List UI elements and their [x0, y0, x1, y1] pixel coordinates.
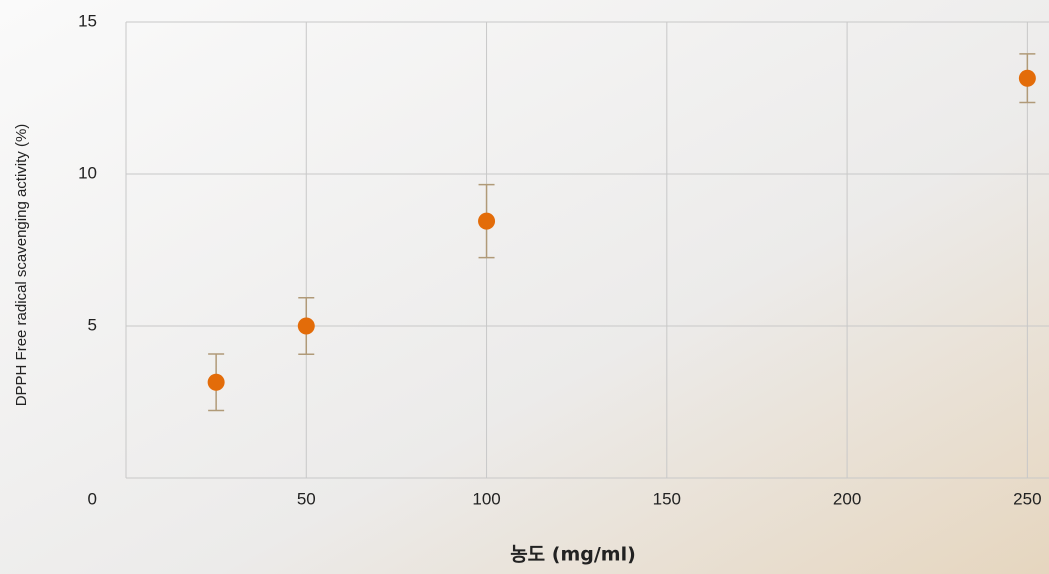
point [207, 373, 225, 391]
x-tick-label: 100 [472, 489, 500, 508]
x-tick-label: 150 [653, 489, 681, 508]
y-tick-label: 5 [88, 315, 97, 334]
y-tick-label: 15 [78, 11, 97, 30]
y-axis-label: DPPH Free radical scavenging activity (%… [13, 124, 30, 407]
x-axis-label: 농도 (mg/ml) [510, 544, 636, 566]
y-tick-label: 10 [78, 163, 97, 182]
point [1018, 69, 1036, 87]
x-tick-label: 50 [297, 489, 316, 508]
point [478, 212, 496, 230]
x-tick-label: 200 [833, 489, 861, 508]
y-tick-label: 0 [88, 489, 97, 508]
x-tick-label: 250 [1013, 489, 1041, 508]
point [297, 317, 315, 335]
